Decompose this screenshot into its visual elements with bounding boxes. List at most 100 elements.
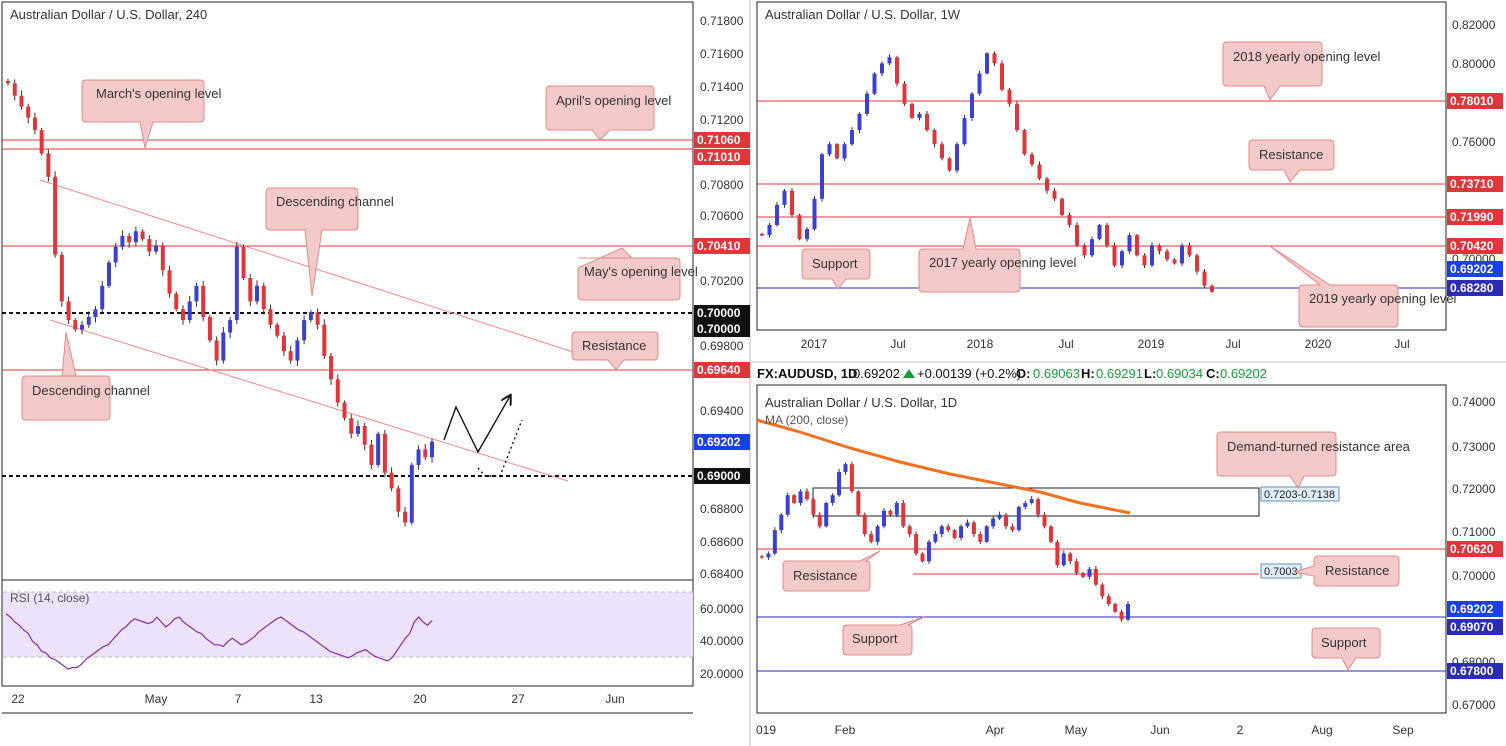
- candle-body: [779, 514, 784, 531]
- candle-body: [1068, 553, 1073, 562]
- candle-body: [167, 270, 172, 294]
- candle-body: [113, 246, 118, 263]
- pD-x-tick: 019: [756, 723, 776, 737]
- candle-body: [805, 229, 809, 240]
- candle-body: [221, 332, 226, 361]
- p240-y-tick: 0.68400: [700, 567, 744, 581]
- callout-may: May's opening level: [577, 247, 698, 301]
- candle-body: [985, 53, 989, 74]
- candle-body: [409, 464, 414, 523]
- callout-desc-bottom-text: Descending channel: [32, 383, 150, 398]
- pW-price-tag: [1447, 261, 1503, 277]
- rsi-y-tick: 40.0000: [700, 634, 744, 648]
- candle-body: [140, 231, 145, 240]
- pD-x-tick: Apr: [986, 723, 1005, 737]
- candle-body: [86, 316, 91, 325]
- candle-body: [1172, 259, 1177, 264]
- ma-200-line: [756, 418, 1131, 515]
- candle-body: [261, 285, 266, 310]
- candle-body: [376, 433, 381, 465]
- p240-price-tag: [694, 362, 750, 378]
- candle-body: [785, 495, 790, 515]
- candle-body: [369, 444, 374, 465]
- callout-resistance-240-text: Resistance: [582, 338, 646, 353]
- callout-resistance-daily-left: Resistance: [782, 550, 881, 592]
- candle-body: [978, 534, 983, 542]
- p240-price-tag-text: 0.71060: [697, 133, 741, 147]
- candle-body: [1087, 569, 1092, 577]
- rsi-line: [5, 613, 433, 670]
- callout-resistance-daily-left-text: Resistance: [793, 568, 857, 583]
- candle-body: [1023, 503, 1028, 507]
- pW-x-tick: Jul: [1225, 337, 1240, 351]
- candle-body: [194, 285, 199, 302]
- candle-body: [53, 176, 58, 255]
- pW-x-tick: 2017: [801, 337, 828, 351]
- callout-march: March's opening level: [81, 79, 221, 149]
- candle-body: [248, 278, 253, 302]
- candle-body: [907, 526, 912, 535]
- pW-price-tag: [1447, 93, 1503, 109]
- candle-body: [1007, 89, 1012, 104]
- candle-body: [760, 233, 764, 236]
- p240-y-tick: 0.71400: [700, 80, 744, 94]
- pD-price-tag-text: 0.67800: [1450, 664, 1494, 678]
- candle-body: [850, 130, 854, 145]
- change-value: +0.00139 (+0.2%): [917, 366, 1021, 381]
- candle-body: [824, 503, 829, 527]
- candle-body: [1106, 596, 1111, 604]
- candle-body: [1202, 271, 1207, 286]
- p240-price-tag-text: 0.69640: [697, 363, 741, 377]
- ohlc-header: FX:AUDUSD, 1D 0.69202 +0.00139 (+0.2%) O…: [757, 366, 1267, 381]
- p240-price-tag-text: 0.69000: [697, 469, 741, 483]
- candle-body: [187, 301, 192, 321]
- pD-price-tag: [1447, 541, 1503, 557]
- candles-weekly: [760, 51, 1214, 293]
- pD-price-tag: [1447, 663, 1503, 679]
- candle-body: [1052, 190, 1057, 199]
- pW-y-tick: 0.82000: [1452, 18, 1496, 32]
- p240-price-tag: [694, 468, 750, 484]
- projection-arrows: [443, 396, 523, 477]
- candle-body: [46, 153, 51, 177]
- callout-march-text: March's opening level: [96, 86, 221, 101]
- pD-x-tick: Jun: [1150, 723, 1169, 737]
- candle-body: [917, 113, 922, 118]
- candle-body: [1112, 245, 1117, 266]
- candle-body: [827, 144, 832, 155]
- high-value: 0.69291: [1096, 366, 1143, 381]
- level-label-box: 0.7003: [1260, 563, 1302, 579]
- candle-body: [1030, 154, 1034, 165]
- callout-demand: Demand-turned resistance area: [1216, 431, 1411, 489]
- candle-body: [991, 518, 996, 527]
- candle-body: [66, 301, 71, 321]
- callout-april-text: April's opening level: [556, 93, 671, 108]
- candle-body: [288, 351, 293, 361]
- candle-body: [862, 514, 867, 535]
- candle-body: [80, 324, 85, 330]
- pD-x-tick: Feb: [835, 723, 856, 737]
- pD-price-tag-text: 0.70620: [1450, 542, 1494, 556]
- candle-body: [894, 503, 899, 515]
- candle-body: [423, 449, 428, 458]
- pD-y-tick: 0.71000: [1452, 525, 1496, 539]
- callout-resistance-240: Resistance: [571, 331, 659, 371]
- candle-body: [1060, 198, 1064, 215]
- candle-body: [1037, 164, 1042, 179]
- callout-support-weekly-text: Support: [812, 256, 858, 271]
- candle-body: [396, 488, 401, 512]
- candle-body: [26, 106, 31, 118]
- candle-body: [1135, 235, 1139, 256]
- candle-body: [19, 95, 24, 107]
- callout-resistance-daily-right: Resistance: [1293, 555, 1400, 587]
- p240-price-tag: [694, 434, 750, 450]
- candle-body: [430, 441, 434, 458]
- callout-2018-text: 2018 yearly opening level: [1233, 49, 1381, 64]
- candle-body: [255, 285, 260, 302]
- candle-body: [843, 464, 848, 472]
- candle-body: [901, 503, 906, 527]
- pW-y-tick: 0.80000: [1452, 57, 1496, 71]
- panel-240: March's opening level April's opening le…: [2, 78, 698, 670]
- rsi-y-tick: 20.0000: [700, 667, 744, 681]
- candle-body: [1075, 225, 1079, 246]
